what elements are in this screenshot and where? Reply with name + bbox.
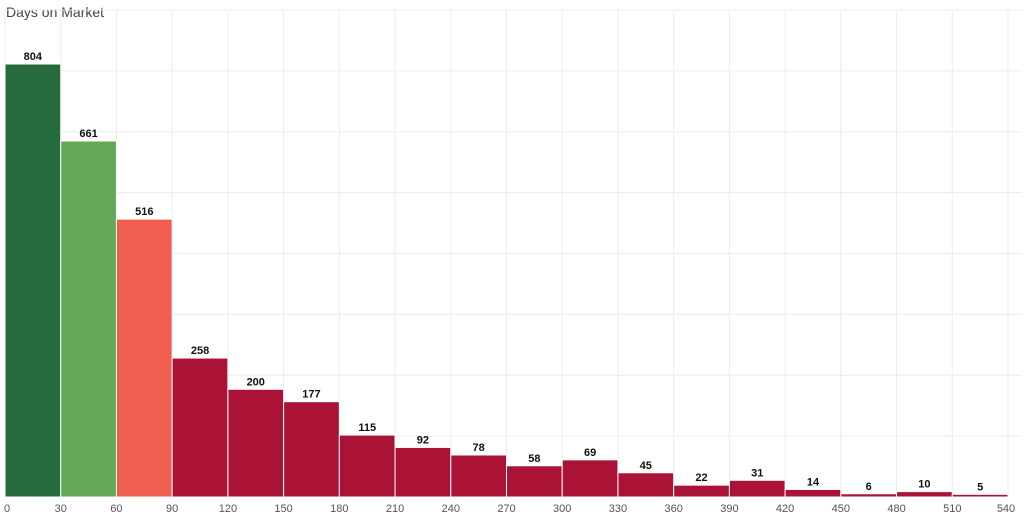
x-tick-label: 180 [330,503,348,515]
x-tick-label: 0 [4,503,10,515]
histogram-bar [115,218,173,498]
x-tick-label: 60 [110,503,122,515]
bar-value-label: 516 [135,206,153,218]
x-tick-label: 240 [442,503,460,515]
bar-value-label: 92 [417,434,429,446]
histogram-bar [896,491,953,498]
x-tick-label: 510 [943,503,961,515]
x-tick-label: 270 [497,503,515,515]
histogram-bar [673,484,730,498]
bar-value-label: 661 [79,128,97,140]
bar-value-label: 31 [751,467,763,479]
x-tick-label: 90 [166,503,178,515]
bar-value-label: 258 [191,345,209,357]
histogram-bar [450,454,507,498]
histogram-bar [338,434,396,498]
histogram-bar [506,465,563,498]
x-tick-label: 420 [776,503,794,515]
x-tick-label: 540 [997,503,1015,515]
histogram-bar [394,446,452,498]
bar-value-label: 6 [866,481,872,493]
bar-value-label: 177 [302,389,320,401]
x-tick-label: 360 [664,503,682,515]
x-tick-label: 120 [219,503,237,515]
bar-value-label: 69 [584,447,596,459]
bar-value-label: 78 [473,442,485,454]
histogram-bar [784,488,842,498]
bar-value-label: 5 [977,481,983,493]
histogram-bar [227,388,285,498]
x-tick-label: 390 [720,503,738,515]
histogram-bar [840,493,898,498]
histogram-bar [951,493,1009,498]
x-tick-label: 300 [553,503,571,515]
histogram-bar [60,140,117,498]
bar-value-label: 45 [640,460,652,472]
x-tick-label: 330 [609,503,627,515]
bar-value-label: 22 [695,472,707,484]
x-tick-label: 480 [887,503,905,515]
bar-value-label: 10 [918,479,930,491]
x-tick-label: 210 [386,503,404,515]
bar-value-label: 14 [807,476,820,488]
chart-title: Days on Market [6,4,105,20]
histogram-bar [728,479,786,498]
x-tick-label: 450 [832,503,850,515]
histogram-bar [4,63,62,498]
bar-value-label: 58 [528,453,540,465]
histogram-bar [617,472,675,498]
histogram-bar [171,357,229,498]
x-tick-label: 150 [274,503,292,515]
x-tick-label: 30 [55,503,67,515]
bar-value-label: 804 [24,51,43,63]
histogram-bar [283,401,340,498]
bar-value-label: 115 [358,422,376,434]
bar-value-label: 200 [247,376,265,388]
histogram-bar [561,459,619,498]
